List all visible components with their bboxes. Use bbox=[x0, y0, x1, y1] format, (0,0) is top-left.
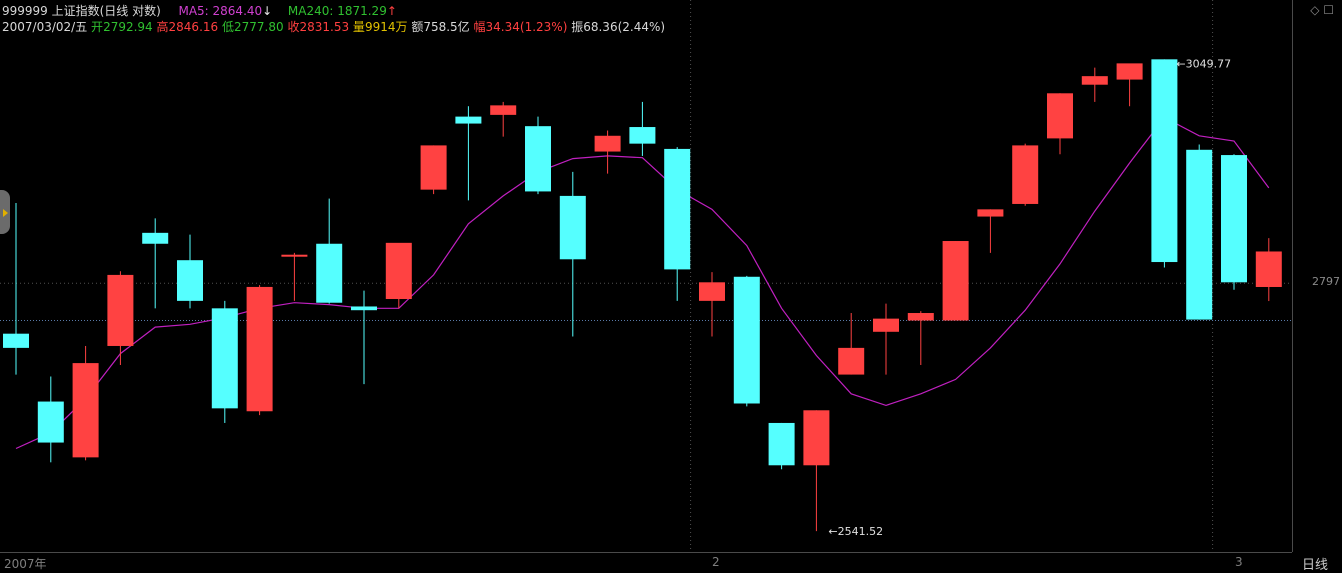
candle-up bbox=[281, 254, 308, 257]
ma5-label: MA5: 2864.40 bbox=[178, 4, 263, 18]
candle-down bbox=[629, 127, 656, 144]
change-label: 幅 bbox=[473, 20, 486, 34]
candle-down bbox=[525, 126, 551, 192]
x-tick-label: 2007年 bbox=[4, 557, 47, 571]
candle-down bbox=[455, 116, 482, 124]
price-axis bbox=[1292, 0, 1342, 552]
candle-up bbox=[1012, 145, 1039, 204]
chart-grid bbox=[0, 0, 1292, 552]
candle-up bbox=[72, 363, 99, 458]
close-label: 收 bbox=[287, 20, 300, 34]
quote-date: 2007/03/02/五 bbox=[2, 20, 88, 34]
change-value: 34.34(1.23%) bbox=[485, 20, 568, 34]
candle-up bbox=[420, 145, 447, 190]
code-name: 999999 上证指数(日线 对数) bbox=[2, 4, 161, 18]
volume-label: 量 bbox=[352, 20, 365, 34]
amplitude-label: 振 bbox=[571, 20, 584, 34]
high-value: 2846.16 bbox=[168, 20, 219, 34]
extreme-value-label: ←3049.77 bbox=[1176, 57, 1231, 70]
candle-down bbox=[351, 306, 377, 311]
extreme-value-label: ←2541.52 bbox=[828, 525, 883, 538]
candle-down bbox=[733, 276, 760, 404]
chart-header-line2: 2007/03/02/五 开2792.94 高2846.16 低2777.80 … bbox=[2, 20, 665, 34]
period-selector[interactable]: 日线 bbox=[1302, 558, 1329, 573]
candle-down bbox=[177, 260, 203, 301]
candle-up bbox=[803, 410, 830, 466]
open-value: 2792.94 bbox=[103, 20, 153, 34]
candle-up bbox=[107, 274, 134, 346]
ma240-up-arrow-icon: ↑ bbox=[386, 4, 397, 18]
low-value: 2777.80 bbox=[234, 20, 284, 34]
candle-up bbox=[873, 318, 899, 332]
amount-label: 额 bbox=[411, 20, 424, 34]
candle-up bbox=[699, 282, 725, 301]
candles-group bbox=[3, 59, 1282, 532]
candle-down bbox=[316, 243, 343, 303]
candle-down bbox=[1221, 155, 1247, 283]
x-tick-label: 2 bbox=[712, 555, 720, 569]
open-label: 开 bbox=[91, 20, 104, 34]
candle-up bbox=[246, 286, 273, 412]
candle-down bbox=[3, 333, 29, 348]
date-axis bbox=[0, 552, 1292, 573]
volume-value: 9914万 bbox=[364, 20, 408, 34]
candle-down bbox=[211, 308, 238, 409]
close-value: 2831.53 bbox=[299, 20, 350, 34]
candle-up bbox=[907, 313, 934, 321]
candle-up bbox=[1255, 251, 1282, 287]
candle-down bbox=[664, 148, 691, 270]
x-tick-label: 3 bbox=[1235, 555, 1243, 569]
candle-up bbox=[490, 105, 517, 115]
candle-up bbox=[1116, 63, 1143, 80]
high-label: 高 bbox=[156, 20, 169, 34]
candle-up bbox=[385, 242, 412, 300]
amount-value: 758.5亿 bbox=[423, 20, 470, 34]
ma240-label: MA240: 1871.29 bbox=[287, 4, 387, 18]
candle-down bbox=[1151, 59, 1178, 263]
candle-up bbox=[977, 209, 1004, 217]
window-controls-icon[interactable]: ◇ ☐ bbox=[1310, 3, 1334, 17]
annotations-group: ←3049.77 ←2541.52 bbox=[828, 57, 1231, 538]
candle-up bbox=[1047, 93, 1073, 139]
ma5-down-arrow-icon: ↓ bbox=[262, 4, 273, 18]
candle-down bbox=[37, 401, 64, 443]
candle-up bbox=[594, 135, 621, 152]
candle-down bbox=[142, 232, 169, 244]
amplitude-value: 68.36(2.44%) bbox=[583, 20, 666, 34]
chart-header-line1: 999999 上证指数(日线 对数) MA5: 2864.40↓ MA240: … bbox=[2, 4, 397, 18]
low-label: 低 bbox=[221, 20, 234, 34]
candle-down bbox=[1186, 149, 1213, 320]
candle-up bbox=[838, 347, 865, 375]
candle-up bbox=[942, 241, 969, 321]
candle-down bbox=[559, 195, 586, 260]
y-tick-label: 2797 bbox=[1312, 275, 1340, 289]
candle-down bbox=[768, 422, 795, 466]
candle-up bbox=[1081, 76, 1108, 85]
left-scroll-handle[interactable] bbox=[0, 190, 10, 234]
